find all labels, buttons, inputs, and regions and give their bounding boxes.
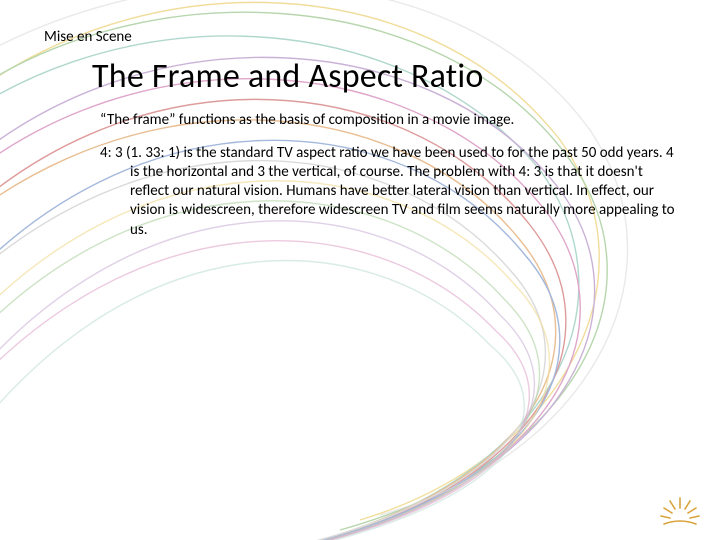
logo	[658, 494, 702, 526]
breadcrumb: Mise en Scene	[44, 28, 680, 46]
body-text: 4: 3 (1. 33: 1) is the standard TV aspec…	[100, 144, 680, 240]
sun-icon	[658, 494, 702, 528]
page-title: The Frame and Aspect Ratio	[92, 56, 680, 97]
content-area: Mise en Scene The Frame and Aspect Ratio…	[0, 0, 720, 240]
slide: Mise en Scene The Frame and Aspect Ratio…	[0, 0, 720, 540]
lead-text: “The frame” functions as the basis of co…	[100, 111, 680, 130]
